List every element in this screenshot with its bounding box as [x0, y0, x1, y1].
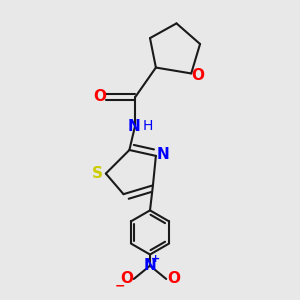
Text: O: O	[120, 272, 133, 286]
Text: S: S	[92, 166, 103, 181]
Text: O: O	[93, 89, 106, 104]
Text: O: O	[167, 272, 180, 286]
Text: N: N	[157, 147, 169, 162]
Text: H: H	[142, 119, 153, 134]
Text: O: O	[191, 68, 204, 83]
Text: −: −	[114, 280, 125, 293]
Text: +: +	[151, 254, 160, 264]
Text: N: N	[144, 258, 156, 273]
Text: N: N	[128, 119, 140, 134]
